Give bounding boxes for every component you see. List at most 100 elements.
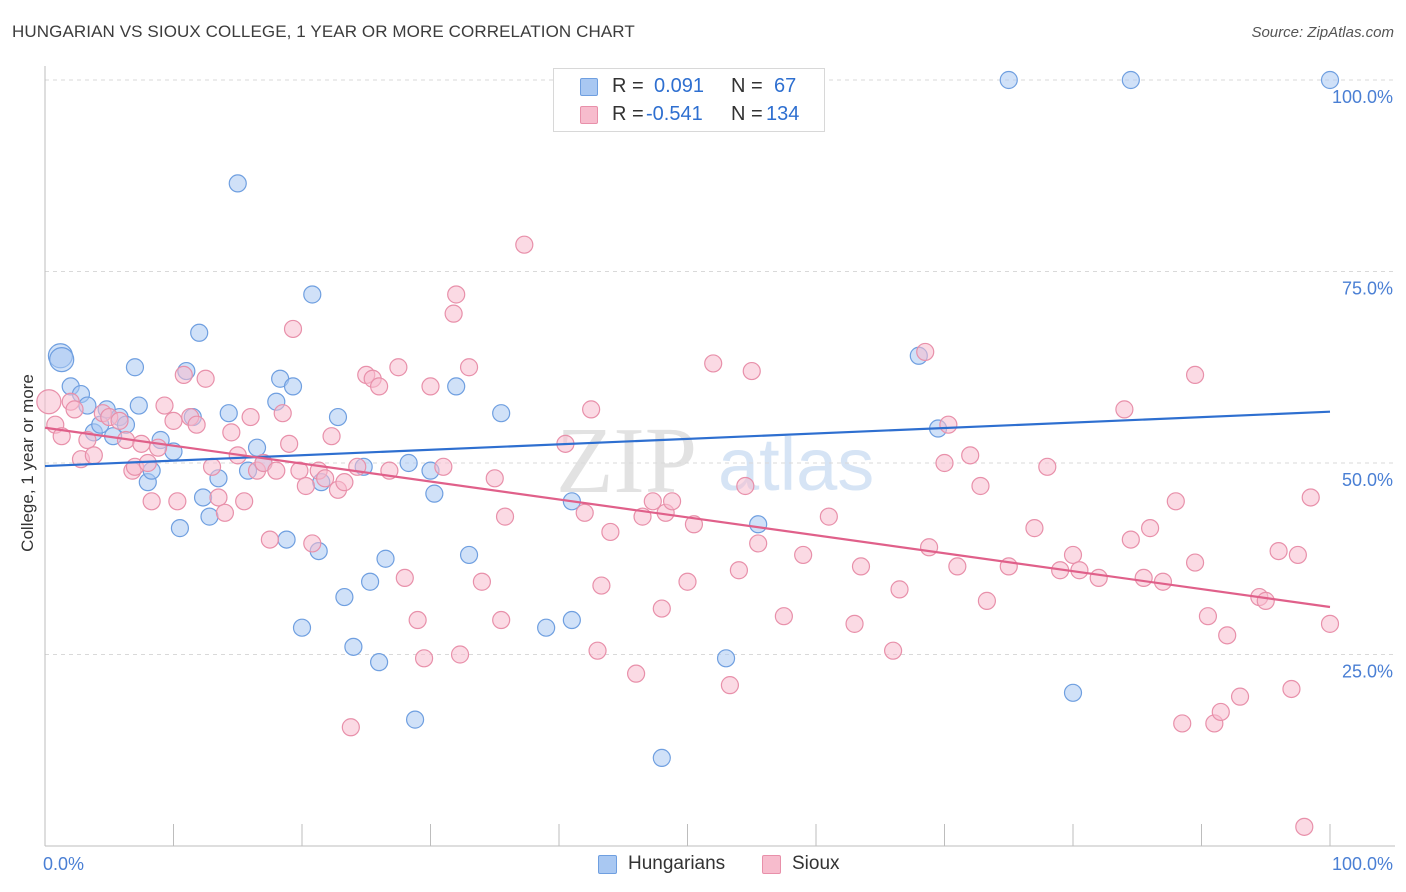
data-point[interactable]	[662, 492, 682, 511]
data-point[interactable]	[935, 453, 954, 473]
data-point[interactable]	[283, 319, 303, 339]
data-point[interactable]	[774, 607, 793, 626]
data-point[interactable]	[851, 557, 871, 576]
data-point[interactable]	[582, 400, 601, 419]
data-point[interactable]	[643, 492, 662, 511]
data-point[interactable]	[562, 610, 581, 630]
data-point[interactable]	[939, 415, 958, 434]
data-point[interactable]	[1269, 541, 1288, 561]
data-point[interactable]	[1282, 679, 1301, 699]
data-point[interactable]	[652, 748, 671, 768]
data-point[interactable]	[1063, 545, 1083, 565]
data-point[interactable]	[260, 530, 279, 549]
data-point[interactable]	[328, 407, 348, 427]
data-point[interactable]	[1301, 488, 1320, 507]
data-point[interactable]	[626, 664, 646, 683]
data-point[interactable]	[1089, 568, 1108, 588]
data-point[interactable]	[575, 503, 594, 522]
data-point[interactable]	[883, 641, 903, 660]
data-point[interactable]	[283, 377, 303, 396]
data-point[interactable]	[110, 411, 129, 430]
data-point[interactable]	[678, 572, 697, 591]
data-point[interactable]	[241, 407, 260, 427]
data-point[interactable]	[142, 492, 161, 511]
data-point[interactable]	[316, 469, 335, 488]
data-point[interactable]	[187, 415, 206, 434]
data-point[interactable]	[370, 377, 389, 396]
data-point[interactable]	[1063, 683, 1083, 702]
data-point[interactable]	[459, 358, 479, 377]
data-point[interactable]	[408, 610, 427, 630]
data-point[interactable]	[948, 557, 967, 576]
data-point[interactable]	[228, 174, 247, 193]
data-point[interactable]	[399, 453, 418, 473]
data-point[interactable]	[515, 235, 534, 254]
data-point[interactable]	[414, 649, 434, 668]
data-point[interactable]	[1295, 817, 1314, 836]
data-point[interactable]	[459, 545, 479, 565]
data-point[interactable]	[601, 522, 620, 542]
data-point[interactable]	[495, 507, 515, 526]
data-point[interactable]	[196, 369, 215, 388]
data-point[interactable]	[1230, 687, 1250, 706]
data-point[interactable]	[52, 427, 71, 446]
data-point[interactable]	[190, 323, 209, 342]
data-point[interactable]	[164, 411, 183, 430]
data-point[interactable]	[916, 342, 935, 362]
data-point[interactable]	[425, 484, 444, 503]
data-point[interactable]	[447, 377, 466, 396]
data-point[interactable]	[1153, 572, 1173, 591]
data-point[interactable]	[999, 70, 1018, 90]
data-point[interactable]	[322, 427, 341, 446]
data-point[interactable]	[235, 492, 254, 511]
data-point[interactable]	[819, 507, 838, 526]
data-point[interactable]	[303, 285, 322, 304]
data-point[interactable]	[335, 587, 354, 607]
data-point[interactable]	[1038, 457, 1057, 476]
data-point[interactable]	[84, 446, 103, 465]
data-point[interactable]	[1185, 553, 1205, 572]
data-point[interactable]	[247, 438, 267, 457]
data-point[interactable]	[129, 396, 148, 415]
data-point[interactable]	[65, 400, 84, 419]
data-point[interactable]	[729, 561, 749, 580]
data-point[interactable]	[447, 285, 466, 304]
data-point[interactable]	[434, 457, 453, 476]
data-point[interactable]	[344, 637, 363, 656]
data-point[interactable]	[389, 358, 408, 377]
data-point[interactable]	[444, 304, 463, 323]
data-point[interactable]	[335, 473, 354, 492]
data-point[interactable]	[174, 365, 193, 385]
data-point[interactable]	[273, 404, 292, 423]
data-point[interactable]	[209, 488, 228, 507]
data-point[interactable]	[1166, 492, 1185, 511]
data-point[interactable]	[961, 446, 980, 465]
data-point[interactable]	[49, 346, 75, 373]
data-point[interactable]	[1185, 365, 1205, 385]
data-point[interactable]	[361, 572, 380, 591]
data-point[interactable]	[200, 507, 219, 526]
data-point[interactable]	[303, 534, 322, 553]
data-point[interactable]	[845, 614, 864, 633]
data-point[interactable]	[537, 618, 556, 637]
data-point[interactable]	[125, 358, 145, 377]
data-point[interactable]	[736, 476, 755, 496]
data-point[interactable]	[684, 515, 704, 534]
data-point[interactable]	[1140, 519, 1160, 538]
data-point[interactable]	[1218, 626, 1237, 645]
data-point[interactable]	[202, 457, 222, 476]
data-point[interactable]	[222, 423, 241, 442]
data-point[interactable]	[1256, 591, 1275, 610]
data-point[interactable]	[749, 534, 768, 553]
data-point[interactable]	[1121, 70, 1140, 90]
data-point[interactable]	[395, 568, 414, 588]
data-point[interactable]	[267, 461, 286, 480]
data-point[interactable]	[280, 434, 299, 453]
data-point[interactable]	[132, 434, 151, 453]
data-point[interactable]	[492, 404, 511, 423]
data-point[interactable]	[78, 430, 97, 450]
data-point[interactable]	[742, 361, 761, 381]
data-point[interactable]	[370, 653, 389, 672]
data-point[interactable]	[704, 354, 723, 373]
data-point[interactable]	[588, 641, 607, 660]
